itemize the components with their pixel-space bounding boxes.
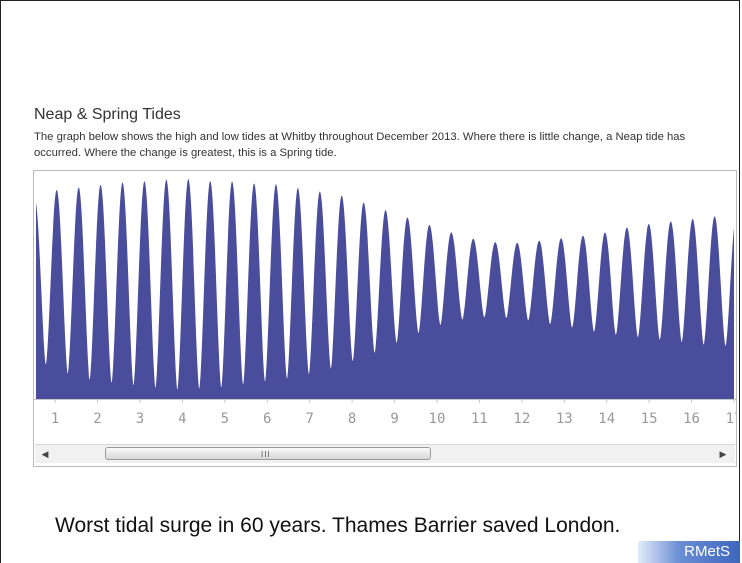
x-tick-label: 2	[93, 411, 101, 427]
x-tick-label: 13	[556, 411, 573, 427]
x-axis-ticks: 1234567891011121314151617	[34, 399, 736, 427]
x-tick-label: 3	[136, 411, 144, 427]
x-tick-label: 16	[683, 411, 700, 427]
x-tick-label: 10	[429, 411, 446, 427]
scroll-right-icon[interactable]: ▶	[719, 448, 727, 459]
scroll-left-icon[interactable]: ◀	[41, 448, 49, 459]
tide-area-layer	[36, 179, 734, 399]
rmets-logo: RMetS	[638, 541, 740, 563]
scroll-thumb[interactable]: III	[105, 447, 431, 460]
section-description: The graph below shows the high and low t…	[34, 131, 686, 159]
tide-area	[36, 179, 734, 399]
horizontal-scrollbar[interactable]: ◀ III ▶	[35, 444, 735, 463]
x-tick-label: 7	[305, 411, 313, 427]
x-tick-label: 4	[178, 411, 186, 427]
tide-chart: 1234567891011121314151617 ◀ III ▶	[33, 170, 737, 467]
logo-text: RMetS	[684, 543, 730, 560]
x-tick-label: 9	[390, 411, 398, 427]
x-tick-label: 15	[641, 411, 658, 427]
x-tick-label: 6	[263, 411, 271, 427]
tide-chart-svg: 1234567891011121314151617	[34, 179, 736, 427]
frame-edge	[0, 533, 1, 563]
x-tick-label: 17	[726, 411, 736, 427]
x-tick-label: 5	[221, 411, 229, 427]
scroll-grip-icon: III	[261, 450, 271, 459]
x-tick-label: 14	[598, 411, 615, 427]
section-title: Neap & Spring Tides	[34, 106, 181, 123]
slide-caption: Worst tidal surge in 60 years. Thames Ba…	[55, 514, 621, 537]
x-tick-label: 1	[51, 411, 59, 427]
x-tick-label: 8	[348, 411, 356, 427]
x-tick-label: 12	[513, 411, 530, 427]
x-tick-label: 11	[471, 411, 488, 427]
